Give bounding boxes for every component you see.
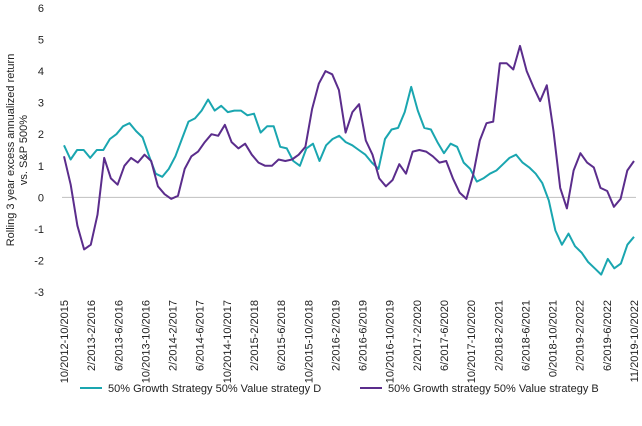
x-tick-label: 2/2018-2/2021	[493, 300, 505, 371]
x-tick-label: 6/2017-6/2020	[439, 300, 451, 371]
y-axis-title-line-1: Rolling 3 year excess annualized return	[5, 54, 17, 247]
x-tick-label: 10/2014-10/2017	[222, 300, 234, 383]
y-tick-label: -3	[34, 287, 44, 299]
x-tick-label: 2/2017-2/2020	[412, 300, 424, 371]
x-tick-label: 6/2014-6/2017	[195, 300, 207, 371]
x-tick-label: 0/2018-10/2021	[548, 300, 560, 377]
x-tick-label: 10/2016-10/2019	[385, 300, 397, 383]
x-tick-label: 2/2013-2/2016	[86, 300, 98, 371]
y-tick-label: 5	[38, 35, 44, 47]
y-axis-title: Rolling 3 year excess annualized return …	[5, 54, 30, 247]
x-tick-label: 10/2015-10/2018	[303, 300, 315, 383]
y-tick-label: 3	[38, 98, 44, 110]
series-line-d	[63, 85, 635, 276]
y-tick-label: 1	[38, 161, 44, 173]
legend-label-series-d: 50% Growth Strategy 50% Value strategy D	[108, 383, 321, 395]
y-axis: -3 -2 -1 0 1 2 3 4 5 6	[34, 3, 44, 299]
y-tick-label: 2	[38, 129, 44, 141]
y-tick-label: -2	[34, 255, 44, 267]
x-tick-label: 11/2019-10/2022	[629, 300, 641, 382]
y-tick-label: 4	[38, 66, 44, 78]
series-group	[63, 44, 635, 276]
x-tick-label: 6/2013-6/2016	[113, 300, 125, 371]
x-axis: 10/2012-10/2015 2/2013-2/2016 6/2013-6/201…	[59, 300, 641, 383]
y-tick-label: 0	[38, 192, 44, 204]
y-axis-title-line-2: vs. S&P 500%	[18, 115, 30, 185]
x-tick-label: 6/2015-6/2018	[276, 300, 288, 371]
x-tick-label: 6/2019-6/2022	[602, 300, 614, 371]
y-tick-label: 6	[38, 3, 44, 15]
legend-label-series-b: 50% Growth strategy 50% Value strategy B	[388, 383, 599, 395]
x-tick-label: 2/2015-2/2018	[249, 300, 261, 371]
x-tick-label: 10/2013-10/2016	[140, 300, 152, 383]
x-tick-label: 10/2012-10/2015	[59, 300, 71, 383]
x-tick-label: 2/2014-2/2017	[168, 300, 180, 371]
x-tick-label: 10/2017-10/2020	[466, 300, 478, 383]
x-tick-label: 6/2016-6/2019	[358, 300, 370, 371]
y-tick-label: -1	[34, 224, 44, 236]
series-line-b	[63, 44, 635, 251]
x-tick-label: 2/2016-2/2019	[330, 300, 342, 371]
x-tick-label: 6/2018-6/2021	[520, 300, 532, 371]
x-tick-label: 2/2019-2/2022	[575, 300, 587, 371]
legend: 50% Growth Strategy 50% Value strategy D…	[80, 383, 599, 395]
